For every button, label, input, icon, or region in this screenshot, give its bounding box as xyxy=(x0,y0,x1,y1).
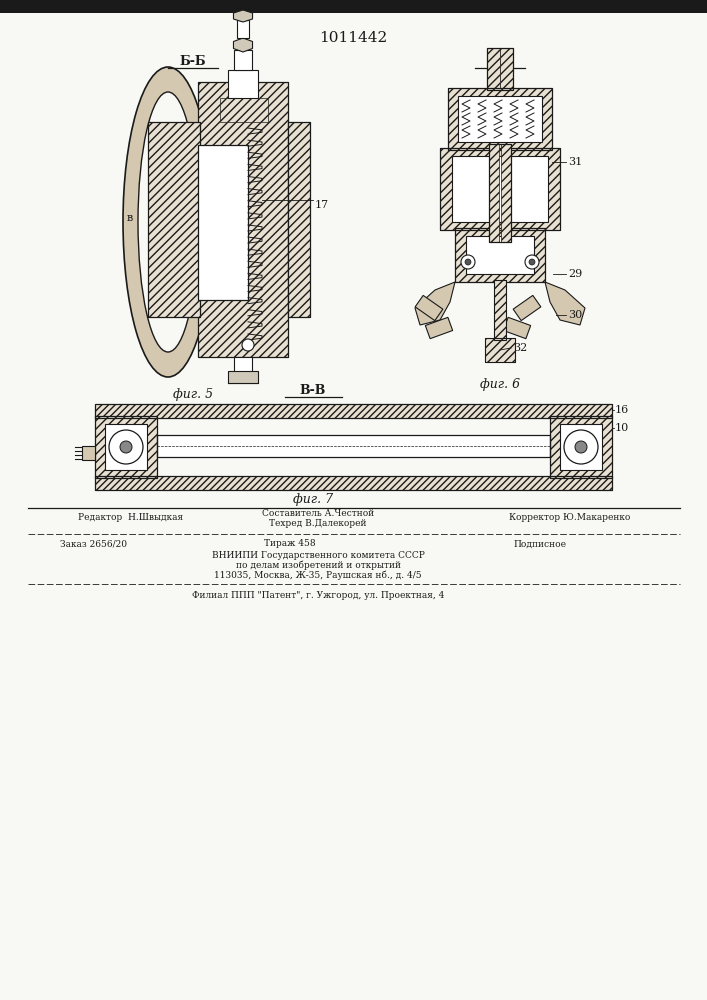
Text: ВНИИПИ Государственного комитета СССР: ВНИИПИ Государственного комитета СССР xyxy=(211,550,424,560)
Bar xyxy=(560,424,602,470)
Polygon shape xyxy=(233,38,252,52)
Bar xyxy=(440,148,560,230)
Text: Подписное: Подписное xyxy=(513,540,566,548)
Bar xyxy=(466,236,534,274)
Bar xyxy=(489,144,511,242)
Circle shape xyxy=(461,255,475,269)
Ellipse shape xyxy=(123,67,213,377)
Bar xyxy=(95,416,157,478)
Circle shape xyxy=(465,259,471,265)
Bar xyxy=(485,338,515,362)
Polygon shape xyxy=(513,295,541,321)
Text: 1011442: 1011442 xyxy=(319,31,387,45)
Bar xyxy=(148,122,200,317)
Circle shape xyxy=(242,339,254,351)
Bar xyxy=(105,424,147,470)
Text: в: в xyxy=(127,213,133,223)
Bar xyxy=(0,0,707,13)
Bar xyxy=(485,338,515,362)
Bar xyxy=(95,404,612,418)
Bar xyxy=(95,476,612,490)
Bar xyxy=(550,416,612,478)
Bar xyxy=(458,96,542,142)
Circle shape xyxy=(564,430,598,464)
Circle shape xyxy=(109,430,143,464)
Text: по делам изобретений и открытий: по делам изобретений и открытий xyxy=(235,560,400,570)
Text: Техред В.Далекорей: Техред В.Далекорей xyxy=(269,520,367,528)
Text: 113035, Москва, Ж-35, Раушская нб., д. 4/5: 113035, Москва, Ж-35, Раушская нб., д. 4… xyxy=(214,570,422,580)
Circle shape xyxy=(529,259,535,265)
Text: Редактор  Н.Швыдкая: Редактор Н.Швыдкая xyxy=(78,514,183,522)
Text: 31: 31 xyxy=(568,157,583,167)
Bar xyxy=(228,371,258,383)
Bar xyxy=(198,82,288,357)
Text: фиг. 6: фиг. 6 xyxy=(480,378,520,391)
Circle shape xyxy=(525,255,539,269)
Bar xyxy=(455,228,545,282)
Polygon shape xyxy=(415,295,443,321)
Bar xyxy=(198,82,288,357)
Bar xyxy=(82,446,95,460)
Bar xyxy=(237,20,249,38)
Bar xyxy=(501,144,511,242)
Bar xyxy=(220,98,268,122)
Bar xyxy=(494,280,506,340)
Bar xyxy=(455,228,545,282)
Bar xyxy=(148,122,200,317)
Bar xyxy=(448,88,552,150)
Text: ІІІ: ІІІ xyxy=(491,55,509,68)
Bar xyxy=(452,156,548,222)
Bar xyxy=(550,416,612,478)
Text: 30: 30 xyxy=(568,310,583,320)
Text: 32: 32 xyxy=(513,343,527,353)
Text: Б-Б: Б-Б xyxy=(180,55,206,68)
Bar xyxy=(487,48,513,90)
Polygon shape xyxy=(503,317,531,339)
Bar xyxy=(489,144,499,242)
Text: 17: 17 xyxy=(315,200,329,210)
Bar xyxy=(487,48,500,90)
Text: 16: 16 xyxy=(615,405,629,415)
Bar xyxy=(95,416,157,478)
Polygon shape xyxy=(415,282,455,325)
Bar xyxy=(448,88,552,150)
Ellipse shape xyxy=(138,92,198,352)
Polygon shape xyxy=(545,282,585,325)
Bar xyxy=(288,122,310,317)
Text: в: в xyxy=(305,273,311,283)
Polygon shape xyxy=(233,10,252,22)
Bar xyxy=(500,48,513,90)
Text: Тираж 458: Тираж 458 xyxy=(264,540,316,548)
Bar xyxy=(228,70,258,98)
Bar xyxy=(288,122,310,317)
Polygon shape xyxy=(426,317,452,339)
Bar xyxy=(95,404,612,418)
Bar xyxy=(234,357,252,373)
Text: Составитель А.Честной: Составитель А.Честной xyxy=(262,510,374,518)
Bar xyxy=(95,476,612,490)
Text: Филиал ППП "Патент", г. Ужгород, ул. Проектная, 4: Филиал ППП "Патент", г. Ужгород, ул. Про… xyxy=(192,590,444,599)
Text: В-В: В-В xyxy=(300,384,326,397)
Text: 10: 10 xyxy=(615,423,629,433)
Text: фиг. 7: фиг. 7 xyxy=(293,493,333,506)
Bar xyxy=(440,148,560,230)
Circle shape xyxy=(120,441,132,453)
Bar xyxy=(234,50,252,70)
Text: фиг. 5: фиг. 5 xyxy=(173,388,213,401)
Bar xyxy=(157,435,550,457)
Circle shape xyxy=(575,441,587,453)
Bar xyxy=(494,280,506,340)
Text: 29: 29 xyxy=(568,269,583,279)
Text: Заказ 2656/20: Заказ 2656/20 xyxy=(60,540,127,548)
Bar xyxy=(198,145,248,300)
Text: Корректор Ю.Макаренко: Корректор Ю.Макаренко xyxy=(509,514,631,522)
